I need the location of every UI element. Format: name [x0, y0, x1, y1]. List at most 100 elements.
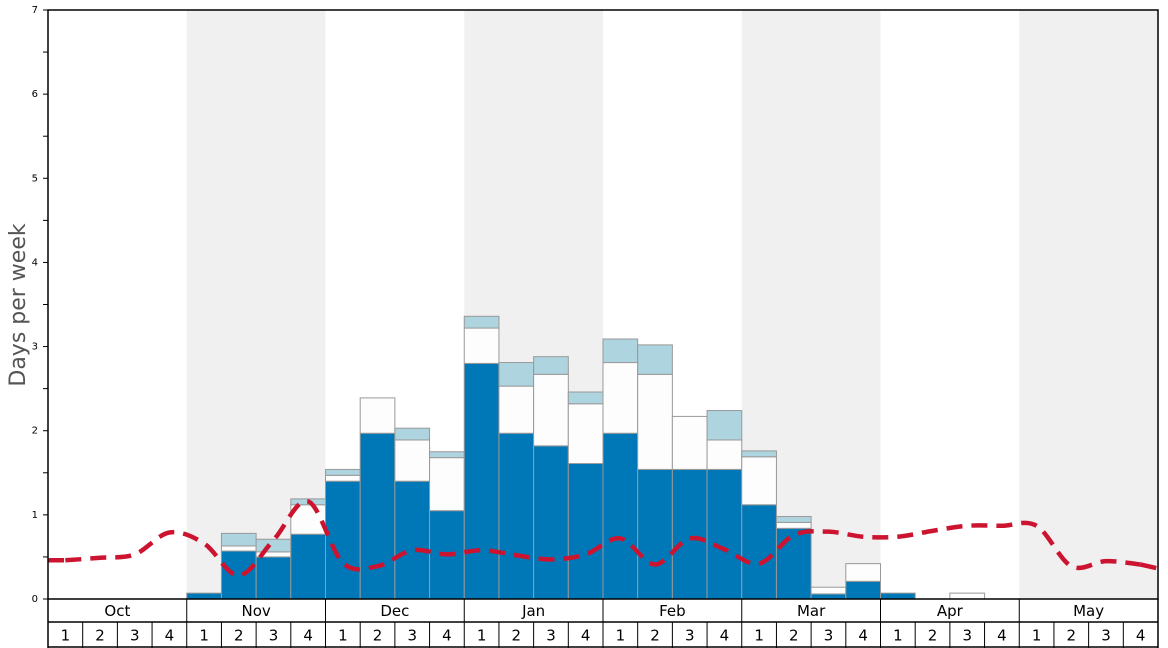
bar-dark-w7	[255, 556, 292, 600]
bar-white-w6	[220, 545, 257, 552]
bar-dark-w16	[567, 463, 604, 600]
week-label: 3	[546, 627, 556, 645]
month-label-dec: Dec	[380, 602, 409, 620]
week-label: 3	[130, 627, 140, 645]
bar-dark-w24	[845, 580, 881, 600]
bar-white-w16	[567, 403, 604, 465]
bar-dark-w20	[706, 468, 743, 600]
week-label: 2	[650, 627, 660, 645]
week-label: 1	[754, 627, 764, 645]
week-label: 2	[789, 627, 799, 645]
bar-white-w11	[394, 439, 431, 482]
bar-dark-w25	[880, 592, 916, 600]
week-label: 1	[616, 627, 626, 645]
bar-light-w21	[741, 450, 777, 458]
week-label: 2	[373, 627, 383, 645]
bar-dark-w8	[290, 533, 326, 600]
bar-white-w10	[359, 397, 396, 434]
bar-dark-w19	[671, 468, 708, 600]
week-label: 4	[997, 627, 1007, 645]
bar-white-w22	[775, 521, 812, 529]
week-label: 4	[303, 627, 313, 645]
bar-white-w23	[810, 586, 847, 595]
bar-dark-w23	[810, 593, 847, 600]
week-label: 2	[234, 627, 244, 645]
bar-light-w6	[220, 532, 257, 547]
y-tick-label: 4	[32, 257, 38, 268]
week-label: 1	[61, 627, 71, 645]
month-label-mar: Mar	[797, 602, 826, 620]
month-label-oct: Oct	[104, 602, 130, 620]
week-label: 3	[1101, 627, 1111, 645]
y-tick-label: 5	[32, 173, 38, 184]
month-label-may: May	[1073, 602, 1104, 620]
y-tick-label: 3	[32, 342, 38, 353]
bar-white-w13	[463, 327, 500, 364]
bar-white-w18	[637, 373, 673, 470]
bar-dark-w14	[498, 432, 535, 600]
y-tick-label: 1	[32, 510, 38, 521]
y-axis-label: Days per week	[6, 223, 31, 386]
week-label: 1	[1032, 627, 1042, 645]
bar-white-w12	[429, 457, 465, 512]
bar-light-w9	[325, 468, 361, 476]
month-label-jan: Jan	[521, 602, 545, 620]
bar-dark-w5	[186, 592, 222, 600]
y-tick-label: 0	[32, 594, 38, 605]
month-label-nov: Nov	[241, 602, 270, 620]
week-label: 2	[512, 627, 522, 645]
week-label: 4	[858, 627, 868, 645]
bar-white-w24	[845, 563, 881, 582]
week-label: 4	[720, 627, 730, 645]
bar-white-w19	[671, 415, 708, 470]
bar-light-w13	[463, 315, 500, 329]
axes: 0 1 2 3 4 5 6 7 Oct Nov Dec Jan Feb Mar Apr May 1 2 3 4 1 2 3 4…	[32, 5, 1159, 648]
bar-white-w14	[498, 385, 535, 434]
bar-dark-w6	[220, 550, 257, 600]
bar-white-w9	[325, 474, 361, 482]
average-line-ends	[48, 558, 1159, 571]
month-label-feb: Feb	[659, 602, 686, 620]
bar-light-w14	[498, 362, 535, 387]
bar-series	[186, 315, 986, 600]
month-shading	[186, 10, 1158, 599]
week-label: 3	[407, 627, 417, 645]
week-label: 2	[95, 627, 105, 645]
week-label: 3	[685, 627, 695, 645]
bar-light-w22	[775, 516, 812, 523]
month-shade-may	[1019, 10, 1158, 599]
week-label: 3	[269, 627, 279, 645]
bar-light-w11	[394, 427, 431, 441]
bar-light-w15	[533, 356, 569, 375]
week-label: 4	[165, 627, 175, 645]
bar-light-w16	[567, 391, 604, 405]
bar-dark-w17	[602, 432, 639, 600]
week-label: 1	[338, 627, 348, 645]
week-label: 1	[477, 627, 487, 645]
bar-light-w7	[255, 538, 292, 553]
week-label: 2	[928, 627, 938, 645]
bar-dark-w11	[394, 480, 431, 600]
bar-dark-w9	[325, 480, 361, 600]
bar-light-w12	[429, 451, 465, 459]
bar-dark-w22	[775, 527, 812, 600]
bar-white-w20	[706, 439, 743, 470]
week-label: 3	[824, 627, 834, 645]
week-label: 3	[962, 627, 972, 645]
bar-dark-w15	[533, 445, 569, 600]
y-tick-label: 6	[32, 89, 38, 100]
bar-light-w18	[637, 344, 673, 375]
bar-white-w27	[949, 592, 986, 600]
bar-dark-w10	[359, 432, 396, 600]
bar-light-w17	[602, 338, 639, 364]
week-label: 1	[893, 627, 903, 645]
bar-dark-w21	[741, 504, 777, 600]
bar-white-w21	[741, 456, 777, 506]
bar-dark-w13	[463, 362, 500, 600]
week-label: 4	[442, 627, 452, 645]
bar-white-w15	[533, 373, 569, 447]
y-tick-label: 7	[32, 5, 38, 16]
bar-light-w20	[706, 410, 743, 441]
week-label: 4	[1136, 627, 1146, 645]
